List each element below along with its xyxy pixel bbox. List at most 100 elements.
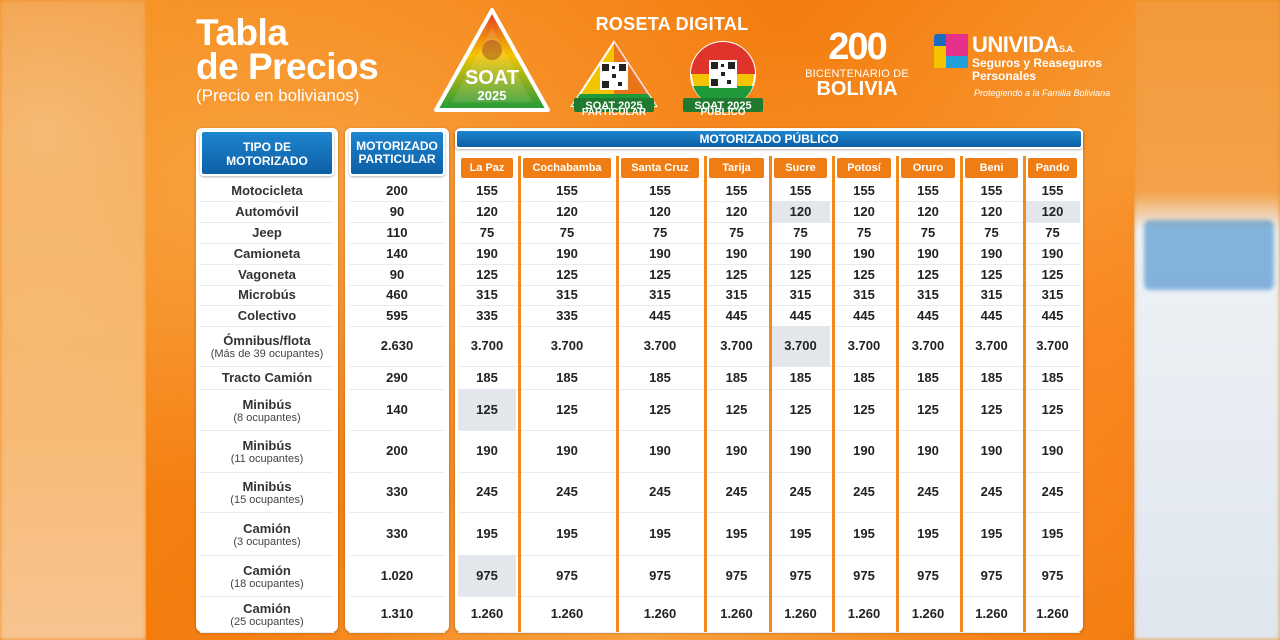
- city-header: Cochabamba: [523, 158, 611, 178]
- public-price: 445: [649, 307, 671, 323]
- public-price: 195: [917, 525, 939, 541]
- public-price: 125: [1041, 401, 1064, 417]
- city-header: Tarija: [709, 158, 764, 178]
- public-price: 3.700: [720, 338, 753, 353]
- public-price: 125: [556, 266, 578, 282]
- public-price: 315: [789, 287, 812, 302]
- table-row-type: Motocicleta: [200, 183, 334, 198]
- public-price: 125: [476, 266, 498, 282]
- row-divider: [200, 596, 334, 597]
- vehicle-type: Minibús: [242, 479, 292, 494]
- particular-price: 330: [386, 525, 408, 541]
- vehicle-note: (3 ocupantes): [233, 535, 301, 548]
- public-price: 125: [556, 401, 578, 417]
- row-divider: [200, 305, 334, 306]
- public-price: 185: [853, 369, 875, 385]
- public-price: 975: [1041, 567, 1064, 583]
- column-separator: [832, 156, 835, 632]
- public-price: 190: [556, 245, 578, 261]
- public-price: 245: [725, 484, 748, 499]
- univida-slogan: Protegiendo a la Familia Boliviana: [974, 88, 1111, 98]
- table-row-type: Ómnibus/flota (Más de 39 ocupantes): [200, 333, 334, 360]
- public-price: 245: [649, 484, 671, 499]
- city-header: Pando: [1028, 158, 1077, 178]
- particular-price: 200: [386, 182, 408, 198]
- vehicle-type: Vagoneta: [238, 266, 296, 282]
- univida-name: UNIVIDAS.A.: [972, 32, 1075, 57]
- svg-text:SOAT 2025: SOAT 2025: [694, 100, 751, 112]
- row-divider: [349, 366, 445, 367]
- vehicle-type: Motocicleta: [231, 182, 303, 198]
- public-price: 1.260: [470, 606, 504, 621]
- public-price: 120: [725, 203, 748, 219]
- qr-code-icon: [711, 62, 735, 86]
- vehicle-type: Microbús: [238, 287, 296, 302]
- header-motorizado-particular: MOTORIZADO PARTICULAR: [349, 130, 445, 176]
- public-price: 75: [652, 224, 668, 240]
- particular-price: 110: [386, 224, 408, 240]
- row-divider: [200, 222, 334, 223]
- public-price: 155: [1041, 182, 1064, 198]
- vehicle-type: Ómnibus/flota: [223, 333, 311, 348]
- public-price: 975: [725, 567, 748, 583]
- qr-code-icon: [602, 64, 626, 88]
- public-price: 190: [649, 245, 671, 261]
- public-price: 125: [917, 266, 939, 282]
- public-price: 75: [793, 224, 808, 240]
- public-price: 185: [980, 369, 1003, 385]
- public-price: 190: [1041, 245, 1064, 261]
- vehicle-note: (Más de 39 ocupantes): [210, 348, 324, 360]
- row-divider: [349, 201, 445, 202]
- public-price: 120: [980, 203, 1003, 219]
- table-row-type: Camioneta: [200, 246, 334, 261]
- public-price: 75: [559, 224, 575, 240]
- city-header: Potosí: [837, 158, 891, 178]
- public-price: 195: [476, 525, 498, 541]
- public-price: 1.260: [1036, 606, 1069, 621]
- particular-price: 330: [386, 484, 408, 499]
- row-divider: [349, 555, 445, 556]
- public-price: 125: [789, 266, 812, 282]
- particular-price: 595: [386, 307, 408, 323]
- row-divider: [349, 632, 445, 633]
- cell-highlight: [771, 326, 830, 366]
- public-price: 1.260: [975, 606, 1008, 621]
- vehicle-note: (8 ocupantes): [233, 411, 301, 424]
- public-price: 190: [917, 443, 939, 458]
- vehicle-type: Camión: [243, 520, 291, 536]
- public-price: 190: [917, 245, 939, 261]
- cell-highlight: [771, 201, 830, 222]
- public-price: 190: [789, 245, 812, 261]
- table-row-type: Automóvil: [200, 204, 334, 219]
- public-price: 315: [980, 287, 1003, 302]
- particular-price: 200: [386, 443, 408, 458]
- header-tipo-motorizado: TIPO DE MOTORIZADO: [200, 130, 334, 176]
- cell-highlight: [458, 555, 516, 596]
- public-price: 190: [725, 245, 748, 261]
- roseta-particular-label: PARTICULAR: [581, 107, 647, 118]
- public-price: 445: [725, 307, 748, 323]
- public-price: 1.260: [847, 606, 881, 621]
- public-price: 315: [1041, 287, 1064, 302]
- particular-price: 140: [386, 245, 408, 261]
- table-row-type: Microbús: [200, 287, 334, 302]
- column-separator: [616, 156, 619, 632]
- public-price: 190: [853, 245, 875, 261]
- public-price: 245: [556, 484, 578, 499]
- row-divider: [349, 472, 445, 473]
- public-price: 245: [789, 484, 812, 499]
- particular-price: 1.310: [380, 606, 414, 621]
- header-motorizado-publico: MOTORIZADO PÚBLICO: [455, 129, 1083, 149]
- row-divider: [349, 512, 445, 513]
- row-divider: [349, 326, 445, 327]
- vehicle-type: Automóvil: [235, 203, 299, 219]
- cell-highlight: [1025, 201, 1080, 222]
- public-price: 75: [920, 224, 936, 240]
- public-price: 120: [556, 203, 578, 219]
- public-price: 155: [789, 182, 812, 198]
- public-price: 195: [649, 525, 671, 541]
- public-price: 245: [476, 484, 498, 499]
- public-price: 125: [980, 401, 1003, 417]
- public-price: 190: [1041, 443, 1064, 458]
- public-price: 195: [980, 525, 1003, 541]
